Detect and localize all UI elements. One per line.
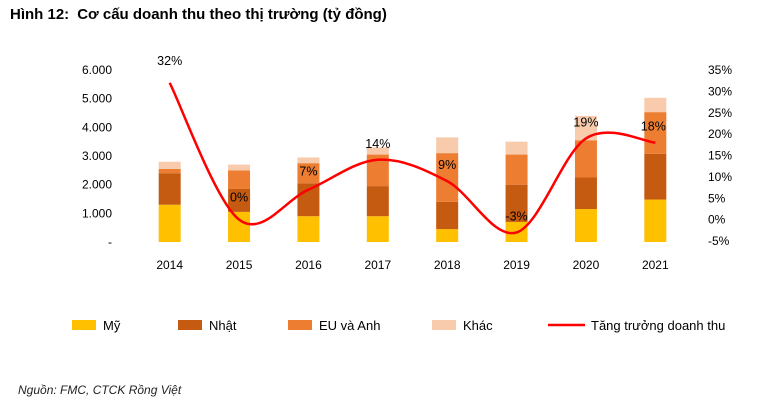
x-tick-label: 2019	[503, 258, 530, 272]
y-right-tick-label: 5%	[708, 191, 726, 205]
y-left-tick-label: 3.000	[82, 149, 112, 163]
bar-segment	[297, 157, 320, 164]
chart-title: Hình 12: Cơ cấu doanh thu theo thị trường…	[10, 6, 387, 23]
bar-segment	[574, 140, 597, 178]
growth-data-label: 9%	[438, 158, 456, 172]
bar-segment	[505, 184, 528, 222]
y-right-tick-label: 10%	[708, 170, 732, 184]
legend-swatch	[178, 320, 202, 330]
x-tick-label: 2016	[295, 258, 322, 272]
bar-segment	[574, 209, 597, 242]
bar-segment	[297, 163, 320, 184]
y-left-tick-label: 5.000	[82, 92, 112, 106]
x-tick-label: 2014	[156, 258, 183, 272]
y-right-tick-label: 20%	[708, 127, 732, 141]
bar-segment	[366, 154, 389, 187]
bar-segment	[436, 153, 459, 202]
growth-data-label: 0%	[230, 191, 248, 205]
bar-segment	[297, 183, 320, 217]
x-tick-label: 2017	[364, 258, 391, 272]
growth-data-label: 19%	[573, 115, 598, 129]
bar-segment	[574, 115, 597, 141]
bar-segment	[644, 199, 667, 242]
bar-segment	[505, 154, 528, 185]
bar-segment	[228, 164, 251, 171]
bar-segment	[644, 153, 667, 200]
growth-data-label: 32%	[157, 54, 182, 68]
y-right-tick-label: 0%	[708, 213, 726, 227]
y-right-tick-label: 15%	[708, 149, 732, 163]
bar-segment	[436, 229, 459, 242]
legend-swatch	[432, 320, 456, 330]
growth-data-label: -3%	[505, 209, 527, 223]
legend-swatch	[288, 320, 312, 330]
bar-segment	[436, 201, 459, 230]
growth-data-label: 18%	[641, 120, 666, 134]
bar-segment	[505, 141, 528, 155]
legend-swatch	[72, 320, 96, 330]
growth-data-label: 14%	[365, 137, 390, 151]
bar-segment	[158, 161, 181, 169]
bar-segment	[644, 97, 667, 113]
chart-source: Nguồn: FMC, CTCK Rồng Việt	[18, 383, 182, 397]
bar-segment	[366, 216, 389, 242]
y-right-tick-label: 30%	[708, 84, 732, 98]
bar-segment	[228, 211, 251, 242]
bar-segment	[366, 147, 389, 155]
x-tick-label: 2020	[573, 258, 600, 272]
bar-segment	[158, 168, 181, 174]
legend-label: Khác	[463, 318, 493, 333]
y-right-tick-label: 25%	[708, 106, 732, 120]
growth-data-label: 7%	[299, 165, 317, 179]
bar-segment	[297, 216, 320, 242]
bar-segment	[228, 188, 251, 212]
growth-line	[168, 82, 656, 235]
figure-number: Hình 12:	[10, 6, 70, 23]
x-tick-label: 2021	[642, 258, 669, 272]
y-left-tick-label: 6.000	[82, 63, 112, 77]
legend-label: Nhật	[209, 318, 237, 333]
x-tick-label: 2018	[434, 258, 461, 272]
y-right-tick-label: -5%	[708, 234, 730, 248]
bar-segment	[228, 170, 251, 189]
bar-segment	[436, 137, 459, 154]
bar-segment	[644, 112, 667, 154]
bar-segment	[366, 186, 389, 217]
bar-segment	[574, 177, 597, 210]
y-left-tick-label: 4.000	[82, 120, 112, 134]
figure-title: Cơ cấu doanh thu theo thị trường (tỷ đồn…	[77, 6, 387, 23]
bar-segment	[158, 173, 181, 205]
y-left-tick-label: 1.000	[82, 206, 112, 220]
bar-segment	[158, 204, 181, 242]
y-left-tick-label: 2.000	[82, 178, 112, 192]
y-right-tick-label: 35%	[708, 63, 732, 77]
legend-label: Mỹ	[103, 318, 121, 333]
legend-label: Tăng trưởng doanh thu	[591, 318, 725, 333]
y-left-tick-label: -	[108, 235, 112, 249]
legend-label: EU và Anh	[319, 318, 380, 333]
x-tick-label: 2015	[226, 258, 253, 272]
